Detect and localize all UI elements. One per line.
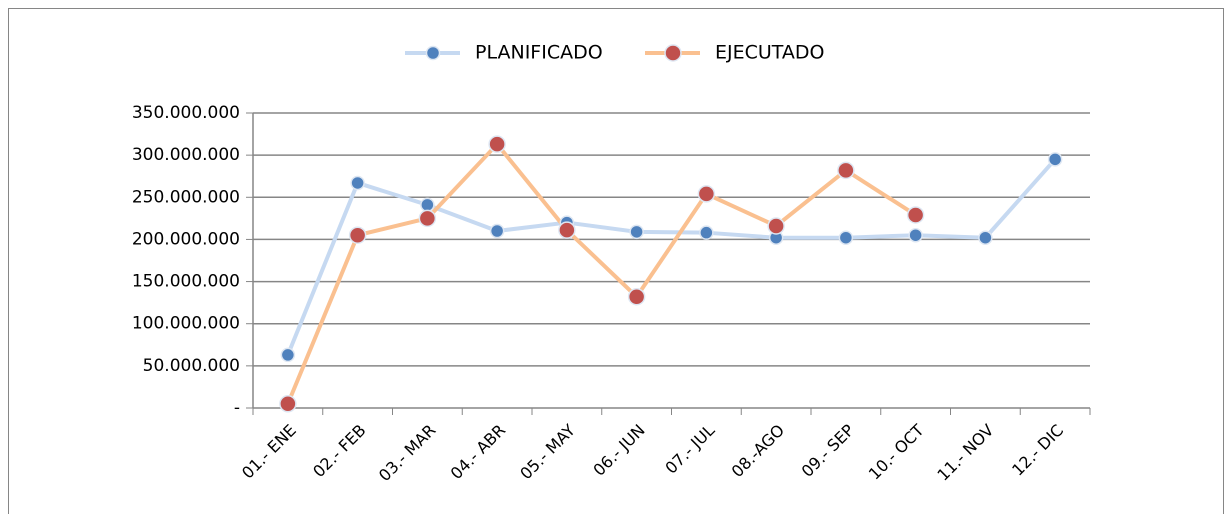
data-point <box>837 161 855 180</box>
data-point <box>627 287 646 306</box>
data-point <box>906 206 925 224</box>
data-point <box>280 347 296 363</box>
data-point <box>348 226 367 244</box>
data-point <box>697 185 716 203</box>
data-point <box>629 224 644 240</box>
y-tick-label: - <box>234 398 240 418</box>
legend-label: PLANIFICADO <box>475 42 603 64</box>
series-line <box>286 158 1057 356</box>
data-point <box>350 175 365 191</box>
y-tick-label: 250.000.000 <box>132 187 240 207</box>
y-tick-label: 100.000.000 <box>132 314 240 334</box>
data-point <box>558 221 576 239</box>
y-tick-label: 350.000.000 <box>132 103 240 123</box>
chart-border <box>8 8 1224 514</box>
y-tick-label: 200.000.000 <box>132 229 240 249</box>
series-line <box>286 142 917 405</box>
data-point <box>488 135 506 153</box>
data-point <box>279 395 297 413</box>
data-point <box>420 197 435 213</box>
y-tick-label: 150.000.000 <box>132 272 240 292</box>
data-point <box>767 217 785 235</box>
data-point <box>418 209 437 228</box>
data-point <box>699 225 714 240</box>
data-point <box>1047 152 1063 167</box>
legend-marker <box>664 44 682 62</box>
data-point <box>978 230 993 245</box>
y-tick-label: 50.000.000 <box>143 356 240 376</box>
data-point <box>838 230 854 245</box>
data-point <box>489 223 505 239</box>
legend-marker <box>425 45 441 61</box>
data-point <box>908 227 923 243</box>
y-tick-label: 300.000.000 <box>132 145 240 165</box>
legend-label: EJECUTADO <box>715 42 825 64</box>
